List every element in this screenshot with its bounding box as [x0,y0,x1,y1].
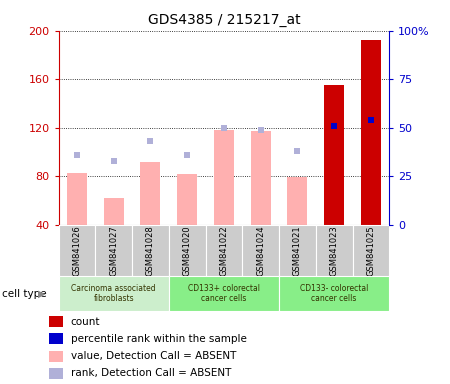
Bar [177,174,197,225]
Bar [132,225,169,276]
Text: percentile rank within the sample: percentile rank within the sample [71,334,247,344]
Bar [49,333,63,344]
Bar [279,225,316,276]
Bar [316,225,352,276]
Text: GSM841025: GSM841025 [366,225,375,276]
Bar [242,225,279,276]
Bar [169,276,279,311]
Bar [95,225,132,276]
Bar [214,130,234,225]
Text: GSM841020: GSM841020 [183,225,192,276]
Bar [361,40,381,225]
Bar [169,225,206,276]
Text: ▶: ▶ [38,289,46,299]
Text: value, Detection Call = ABSENT: value, Detection Call = ABSENT [71,351,236,361]
Bar [206,225,242,276]
Bar [58,276,169,311]
Text: CD133+ colorectal
cancer cells: CD133+ colorectal cancer cells [188,284,260,303]
Bar [104,198,124,225]
Text: CD133- colorectal
cancer cells: CD133- colorectal cancer cells [300,284,368,303]
Text: GSM841027: GSM841027 [109,225,118,276]
Bar [67,172,87,225]
Text: GSM841022: GSM841022 [220,225,228,276]
Text: count: count [71,316,100,327]
Text: GSM841023: GSM841023 [329,225,338,276]
Bar [49,368,63,379]
Text: rank, Detection Call = ABSENT: rank, Detection Call = ABSENT [71,368,231,379]
Text: Carcinoma associated
fibroblasts: Carcinoma associated fibroblasts [71,284,156,303]
Text: GSM841026: GSM841026 [72,225,81,276]
Bar [279,276,389,311]
Text: GSM841021: GSM841021 [293,225,302,276]
Bar [49,351,63,362]
Text: GSM841028: GSM841028 [146,225,155,276]
Title: GDS4385 / 215217_at: GDS4385 / 215217_at [148,13,300,27]
Bar [324,85,344,225]
Bar [352,225,389,276]
Bar [251,131,271,225]
Bar [58,225,95,276]
Bar [49,316,63,327]
Text: cell type: cell type [2,289,47,299]
Text: GSM841024: GSM841024 [256,225,265,276]
Bar [287,177,307,225]
Bar [140,162,161,225]
